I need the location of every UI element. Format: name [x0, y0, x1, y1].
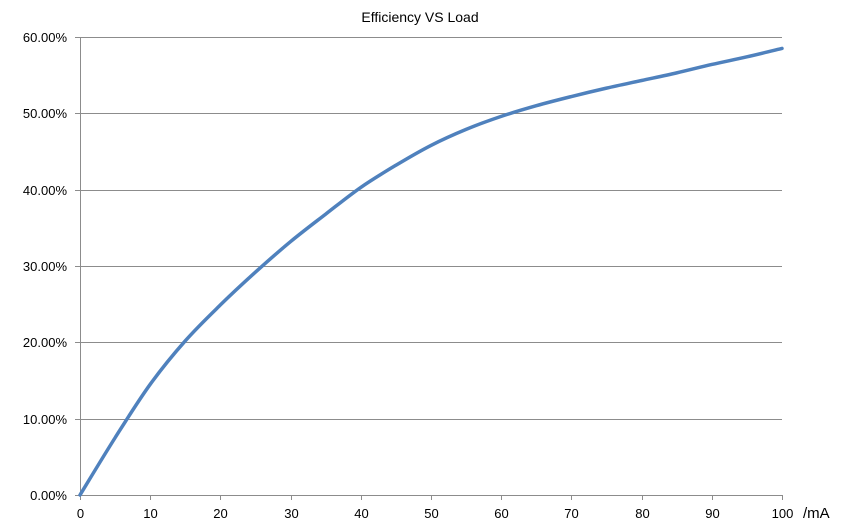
- y-tick-label-6: 60.00%: [23, 30, 68, 45]
- x-tick-label-10: 100: [772, 506, 794, 521]
- x-tick-label-8: 80: [635, 506, 649, 521]
- series-line-0: [78, 46, 784, 497]
- x-axis-tick-labels: 0 10 20 30 40 50 60 70 80 90 100: [77, 506, 793, 521]
- x-tick-label-5: 50: [424, 506, 438, 521]
- axes: [75, 37, 783, 500]
- chart-title: Efficiency VS Load: [361, 9, 478, 25]
- x-tick-label-9: 90: [705, 506, 719, 521]
- gridlines: [80, 37, 782, 420]
- x-axis-unit-label: /mA: [803, 505, 830, 522]
- y-tick-label-0: 0.00%: [30, 488, 67, 503]
- y-tick-label-1: 10.00%: [23, 412, 68, 427]
- x-tick-label-3: 30: [284, 506, 298, 521]
- y-axis-tick-labels: 0.00% 10.00% 20.00% 30.00% 40.00% 50.00% 60.00…: [23, 30, 68, 503]
- x-tick-label-0: 0: [77, 506, 84, 521]
- x-tick-label-6: 60: [494, 506, 508, 521]
- x-tick-label-7: 70: [564, 506, 578, 521]
- series-layer: [78, 46, 784, 497]
- y-tick-label-5: 50.00%: [23, 106, 68, 121]
- x-tick-label-2: 20: [213, 506, 227, 521]
- y-tick-label-2: 20.00%: [23, 335, 68, 350]
- y-tick-label-3: 30.00%: [23, 259, 68, 274]
- x-tick-label-4: 40: [354, 506, 368, 521]
- x-tick-label-1: 10: [143, 506, 157, 521]
- y-tick-label-4: 40.00%: [23, 183, 68, 198]
